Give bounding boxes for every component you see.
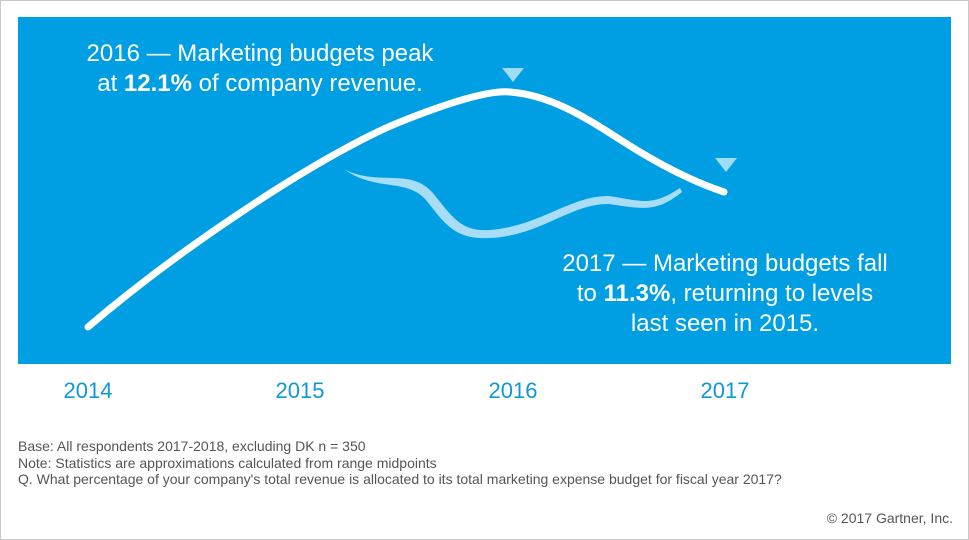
annotation-peak-part: at: [97, 70, 124, 97]
annotation-fall: 2017 — Marketing budgets fall to 11.3%, r…: [525, 249, 925, 339]
x-tick-2015: 2015: [276, 378, 325, 403]
x-tick-2016: 2016: [489, 378, 538, 403]
annotation-fall-part: last seen in 2015.: [630, 310, 820, 337]
note-question: Q. What percentage of your company's tot…: [18, 471, 782, 487]
annotation-peak-part: 12.1%: [123, 70, 192, 97]
markers-group: [502, 68, 737, 172]
note-statistics: Note: Statistics are approximations calc…: [18, 454, 437, 471]
series-line: [84, 88, 728, 331]
annotation-peak: 2016 — Marketing budgets peak at 12.1% of…: [40, 39, 480, 99]
annotation-peak-part: of company revenue.: [191, 70, 423, 97]
annotation-fall-part: 11.3%: [603, 280, 671, 307]
marker-peak-icon: [502, 68, 524, 82]
annotation-fall-part: to: [576, 280, 604, 307]
note-base: Base: All respondents 2017-2018, excludi…: [18, 438, 366, 454]
x-tick-2014: 2014: [64, 378, 113, 403]
x-axis-ticks: 2014 2015 2016 2017: [64, 378, 750, 403]
annotation-peak-part: 2016 — Marketing budgets peak: [86, 40, 434, 67]
x-tick-2017: 2017: [701, 378, 750, 403]
decorative-wave: [345, 170, 682, 239]
chart-notes: Base: All respondents 2017-2018, excludi…: [18, 438, 782, 488]
copyright: © 2017 Gartner, Inc.: [826, 510, 953, 526]
annotation-fall-part: , returning to levels: [670, 280, 874, 307]
chart-plot-area: [18, 17, 951, 364]
marker-fall-icon: [715, 158, 737, 172]
annotation-fall-part: 2017 — Marketing budgets fall: [562, 250, 888, 277]
